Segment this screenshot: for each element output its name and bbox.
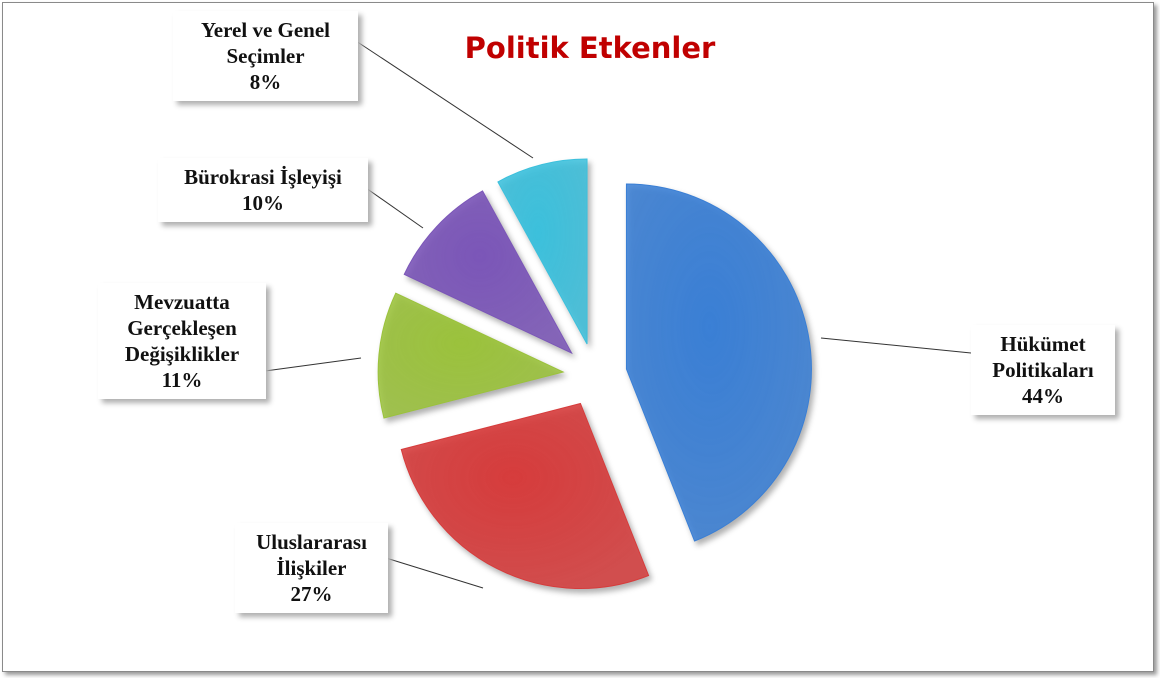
category-label: Bürokrasi İşleyişi — [184, 165, 342, 189]
leader-line — [820, 337, 972, 354]
category-label: Hükümet Politikaları — [992, 332, 1094, 382]
category-label: Mevzuatta Gerçekleşen Değişiklikler — [124, 290, 240, 366]
leader-lines — [264, 40, 972, 589]
slice-label: Bürokrasi İşleyişi 10% — [158, 158, 368, 222]
value-label: 8% — [249, 70, 282, 94]
category-label: Uluslararası İlişkiler — [256, 530, 367, 580]
value-label: 27% — [290, 582, 333, 606]
value-label: 10% — [242, 191, 284, 215]
value-label: 11% — [161, 368, 203, 392]
pie-plot — [264, 40, 972, 589]
slice-label: Hükümet Politikaları 44% — [971, 325, 1115, 415]
leader-line — [355, 40, 534, 159]
slice-label: Uluslararası İlişkiler 27% — [235, 523, 388, 613]
pie-slice — [403, 190, 573, 355]
leader-line — [264, 357, 362, 372]
chart-title: Politik Etkenler — [464, 31, 716, 65]
slice-label: Mevzuatta Gerçekleşen Değişiklikler 11% — [98, 283, 266, 399]
leader-line — [365, 187, 424, 229]
leader-line — [385, 557, 484, 589]
category-label: Yerel ve Genel Seçimler — [200, 18, 331, 68]
slice-label: Yerel ve Genel Seçimler 8% — [173, 11, 358, 101]
pie-slice — [625, 183, 812, 542]
pie-slice — [377, 292, 565, 419]
pie-slice — [400, 402, 650, 589]
pie-slice — [497, 158, 588, 345]
value-label: 44% — [1022, 384, 1064, 408]
